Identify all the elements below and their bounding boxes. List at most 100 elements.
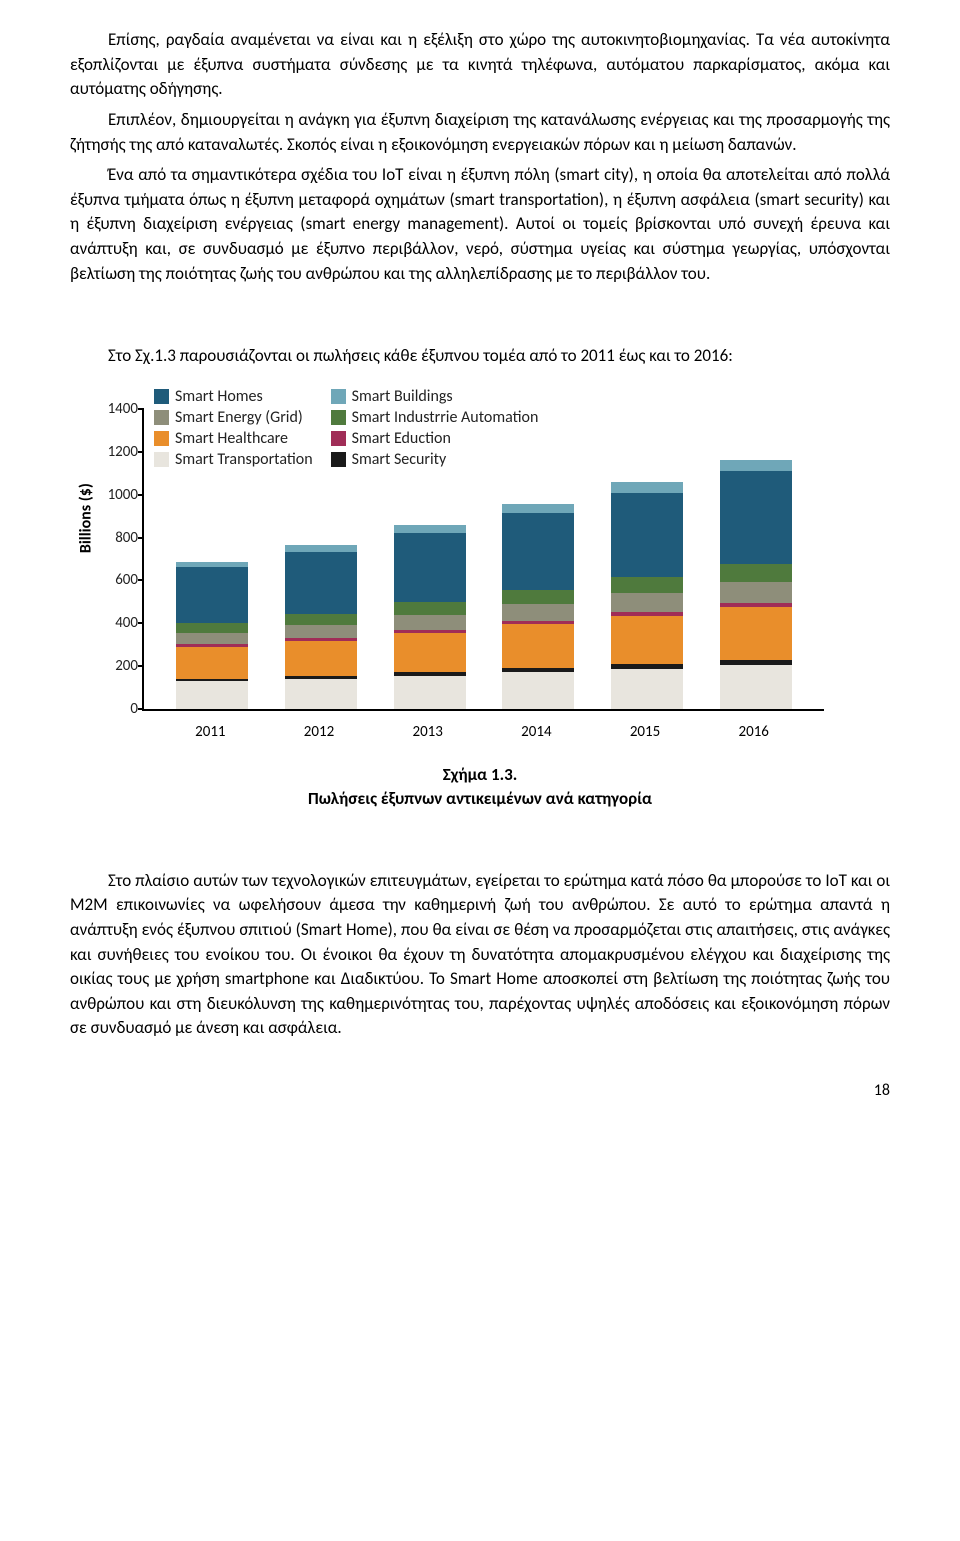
legend-swatch (331, 452, 346, 467)
legend-label: Smart Eduction (352, 429, 451, 448)
y-tick-label: 200 (78, 657, 144, 675)
segment-energy (394, 615, 466, 630)
y-tick-mark (138, 408, 144, 410)
legend-swatch (154, 389, 169, 404)
legend-swatch (154, 431, 169, 446)
segment-transport (285, 679, 357, 709)
y-tick-mark (138, 665, 144, 667)
segment-healthcare (611, 616, 683, 664)
y-tick-label: 800 (78, 529, 144, 547)
segment-healthcare (720, 607, 792, 660)
x-tick-label: 2012 (265, 723, 374, 741)
segment-energy (720, 582, 792, 603)
segment-energy (611, 593, 683, 612)
vertical-spacer (70, 292, 890, 344)
caption-line-2: Πωλήσεις έξυπνων αντικειμένων ανά κατηγο… (70, 787, 890, 811)
segment-homes (611, 493, 683, 578)
figure-caption: Σχήμα 1.3. Πωλήσεις έξυπνων αντικειμένων… (70, 763, 890, 811)
segment-healthcare (285, 641, 357, 676)
segment-transport (611, 669, 683, 709)
legend-swatch (331, 389, 346, 404)
segment-healthcare (394, 633, 466, 673)
segment-transport (720, 665, 792, 709)
segment-healthcare (176, 647, 248, 679)
segment-industry (176, 623, 248, 633)
y-tick-label: 1200 (78, 443, 144, 461)
segment-energy (502, 604, 574, 621)
y-tick-label: 400 (78, 614, 144, 632)
segment-industry (720, 564, 792, 582)
x-tick-label: 2014 (482, 723, 591, 741)
legend-item-security: Smart Security (331, 450, 539, 469)
bar-slot (593, 409, 702, 709)
legend-label: Smart Homes (175, 387, 263, 406)
segment-buildings (394, 525, 466, 533)
segment-buildings (502, 504, 574, 513)
y-tick-label: 0 (78, 700, 144, 718)
x-tick-label: 2015 (591, 723, 700, 741)
page-number: 18 (70, 1081, 890, 1100)
legend-item-education: Smart Eduction (331, 429, 539, 448)
y-tick-mark (138, 494, 144, 496)
segment-industry (285, 614, 357, 625)
bar-2015 (611, 482, 683, 709)
segment-healthcare (502, 624, 574, 668)
y-tick-mark (138, 579, 144, 581)
y-tick-mark (138, 622, 144, 624)
x-axis-labels: 201120122013201420152016 (142, 723, 822, 741)
x-tick-label: 2016 (699, 723, 808, 741)
y-tick-label: 1000 (78, 486, 144, 504)
chart-legend: Smart Homes Smart Buildings Smart Energy (… (154, 383, 538, 473)
segment-energy (285, 625, 357, 638)
segment-homes (285, 552, 357, 614)
caption-line-1: Σχήμα 1.3. (70, 763, 890, 787)
vertical-spacer (70, 811, 890, 869)
segment-homes (720, 471, 792, 564)
legend-label: Smart Transportation (175, 450, 313, 469)
segment-industry (611, 577, 683, 593)
bar-slot (701, 409, 810, 709)
chart-container: Smart Homes Smart Buildings Smart Energy (… (64, 383, 890, 753)
bar-2014 (502, 504, 574, 709)
segment-transport (176, 681, 248, 709)
segment-homes (502, 513, 574, 590)
legend-item-industry: Smart Industrrie Automation (331, 408, 539, 427)
legend-swatch (331, 410, 346, 425)
legend-item-buildings: Smart Buildings (331, 387, 539, 406)
segment-buildings (720, 460, 792, 472)
paragraph-1: Επίσης, ραγδαία αναμένεται να είναι και … (70, 28, 890, 102)
legend-item-homes: Smart Homes (154, 387, 313, 406)
bar-2016 (720, 460, 792, 709)
paragraph-4-chart-intro: Στο Σχ.1.3 παρουσιάζονται οι πωλήσεις κά… (70, 344, 890, 369)
segment-industry (502, 590, 574, 604)
segment-buildings (611, 482, 683, 492)
y-tick-mark (138, 708, 144, 710)
y-tick-label: 600 (78, 571, 144, 589)
page: Επίσης, ραγδαία αναμένεται να είναι και … (0, 0, 960, 1120)
y-tick-mark (138, 537, 144, 539)
bar-2012 (285, 545, 357, 709)
legend-item-healthcare: Smart Healthcare (154, 429, 313, 448)
segment-transport (394, 676, 466, 709)
bar-2011 (176, 562, 248, 709)
x-tick-label: 2013 (373, 723, 482, 741)
legend-swatch (154, 410, 169, 425)
paragraph-3: Ένα από τα σημαντικότερα σχέδια του IoT … (70, 163, 890, 286)
segment-transport (502, 672, 574, 709)
legend-label: Smart Healthcare (175, 429, 288, 448)
segment-homes (394, 533, 466, 603)
legend-label: Smart Energy (Grid) (175, 408, 303, 427)
legend-swatch (331, 431, 346, 446)
paragraph-5: Στο πλαίσιο αυτών των τεχνολογικών επιτε… (70, 869, 890, 1041)
legend-item-transport: Smart Transportation (154, 450, 313, 469)
segment-industry (394, 602, 466, 614)
legend-item-energy: Smart Energy (Grid) (154, 408, 313, 427)
y-tick-mark (138, 451, 144, 453)
paragraph-2: Επιπλέον, δημιουργείται η ανάγκη για έξυ… (70, 108, 890, 157)
legend-swatch (154, 452, 169, 467)
legend-label: Smart Industrrie Automation (352, 408, 539, 427)
legend-label: Smart Buildings (352, 387, 453, 406)
bar-2013 (394, 525, 466, 709)
y-tick-label: 1400 (78, 400, 144, 418)
legend-label: Smart Security (352, 450, 447, 469)
